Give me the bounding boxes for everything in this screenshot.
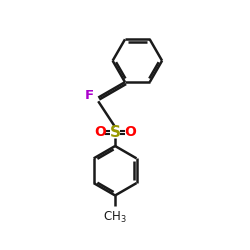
- Text: O: O: [124, 126, 136, 140]
- Text: CH$_3$: CH$_3$: [103, 210, 127, 226]
- Text: F: F: [84, 88, 94, 102]
- Text: S: S: [110, 125, 120, 140]
- Text: O: O: [94, 126, 106, 140]
